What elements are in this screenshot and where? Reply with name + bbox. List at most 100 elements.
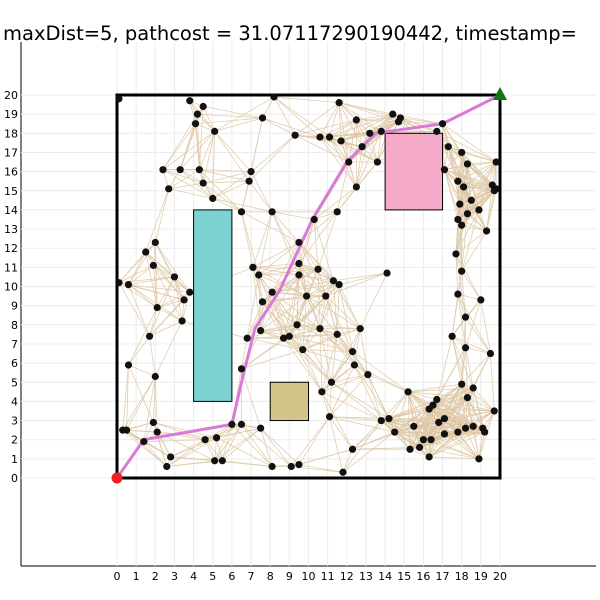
roadmap-node: [176, 166, 184, 174]
roadmap-edge: [241, 211, 254, 268]
roadmap-edge: [354, 364, 382, 421]
roadmap-node: [247, 168, 255, 176]
roadmap-node: [201, 436, 209, 444]
roadmap-edge: [329, 374, 369, 417]
roadmap-edge: [338, 102, 382, 132]
roadmap-edge: [457, 431, 480, 460]
y-tick-label: 13: [4, 223, 18, 236]
roadmap-edge: [296, 324, 332, 383]
roadmap-edge: [306, 295, 321, 329]
roadmap-edge: [247, 324, 298, 339]
roadmap-node: [458, 267, 466, 275]
roadmap-edge: [444, 431, 485, 435]
roadmap-edge: [231, 424, 273, 467]
roadmap-edge: [273, 96, 321, 138]
roadmap-edge: [461, 230, 487, 272]
roadmap-node: [299, 346, 307, 354]
roadmap-edge: [204, 424, 233, 441]
roadmap-edge: [289, 336, 323, 393]
roadmap-edge: [348, 117, 401, 163]
roadmap-edge: [258, 242, 300, 276]
roadmap-edge: [332, 280, 338, 335]
roadmap-edge: [329, 416, 395, 433]
roadmap-edge: [298, 242, 307, 297]
roadmap-edge: [145, 188, 170, 253]
roadmap-edge: [331, 334, 338, 383]
roadmap-edge: [486, 190, 495, 232]
roadmap-edge: [455, 230, 487, 255]
roadmap-edge: [143, 441, 168, 467]
roadmap-node: [350, 361, 359, 369]
roadmap-edge: [162, 123, 196, 170]
x-tick-label: 1: [133, 570, 140, 583]
roadmap-edge: [241, 349, 303, 370]
roadmap-node: [383, 269, 391, 277]
roadmap-node: [178, 317, 186, 325]
roadmap-edge: [319, 284, 340, 329]
roadmap-edge: [168, 169, 181, 190]
roadmap-edge: [145, 251, 158, 308]
roadmap-node: [285, 332, 293, 340]
roadmap-edge: [262, 117, 296, 136]
x-tick-label: 10: [302, 570, 316, 583]
roadmap-edge: [262, 301, 321, 329]
roadmap-edge: [319, 328, 332, 383]
roadmap-edge: [472, 387, 495, 412]
roadmap-node: [454, 177, 462, 185]
grid-lines: [21, 42, 596, 566]
roadmap-edge: [338, 102, 342, 141]
roadmap-edge: [329, 113, 393, 138]
roadmap-edge: [221, 424, 233, 461]
roadmap-edge: [380, 391, 409, 421]
roadmap-edge: [296, 280, 334, 326]
roadmap-edge: [388, 404, 434, 420]
roadmap-edge: [478, 431, 486, 459]
roadmap-edge: [331, 328, 361, 383]
roadmap-edge: [461, 383, 495, 412]
roadmap-edge: [319, 328, 323, 392]
roadmap-node: [280, 334, 288, 342]
roadmap-node: [454, 428, 462, 436]
roadmap-node: [333, 208, 341, 216]
roadmap-node: [438, 120, 447, 128]
roadmap-edge: [302, 349, 355, 366]
roadmap-edge: [149, 336, 156, 377]
roadmap-edge: [145, 251, 185, 301]
roadmap-edge: [152, 376, 156, 423]
roadmap-edge: [354, 364, 390, 419]
y-tick-label: 0: [11, 472, 18, 485]
roadmap-edge: [271, 274, 300, 293]
y-tick-label: 6: [11, 357, 18, 370]
roadmap-edge: [252, 266, 299, 276]
roadmap-edge: [319, 136, 378, 163]
roadmap-edge: [442, 123, 445, 170]
roadmap-edge: [126, 365, 129, 431]
roadmap-edge: [302, 349, 332, 383]
roadmap-edge: [319, 280, 334, 329]
y-tick-label: 9: [11, 300, 18, 313]
roadmap-node: [186, 97, 194, 105]
roadmap-edge: [122, 376, 156, 431]
roadmap-edge: [321, 334, 338, 392]
roadmap-edge: [214, 117, 263, 132]
roadmap-edge: [128, 364, 156, 377]
roadmap-edge: [222, 460, 273, 467]
roadmap-edge: [298, 448, 353, 465]
roadmap-node: [454, 290, 462, 298]
roadmap-edge: [241, 211, 260, 276]
roadmap-edge: [302, 296, 307, 350]
roadmap-edge: [214, 424, 242, 462]
roadmap-edge: [246, 292, 273, 339]
roadmap-edge: [197, 113, 263, 119]
roadmap-node: [327, 378, 336, 386]
roadmap-edge: [444, 146, 449, 170]
roadmap-edge: [302, 328, 361, 351]
roadmap-edge: [296, 274, 300, 325]
roadmap-edge: [241, 368, 262, 429]
roadmap-node: [258, 298, 267, 306]
roadmap-edge: [216, 437, 223, 461]
roadmap-edge: [338, 102, 350, 163]
roadmap-edge: [478, 209, 487, 232]
roadmap-edge: [162, 131, 215, 171]
roadmap-edge: [451, 316, 466, 337]
